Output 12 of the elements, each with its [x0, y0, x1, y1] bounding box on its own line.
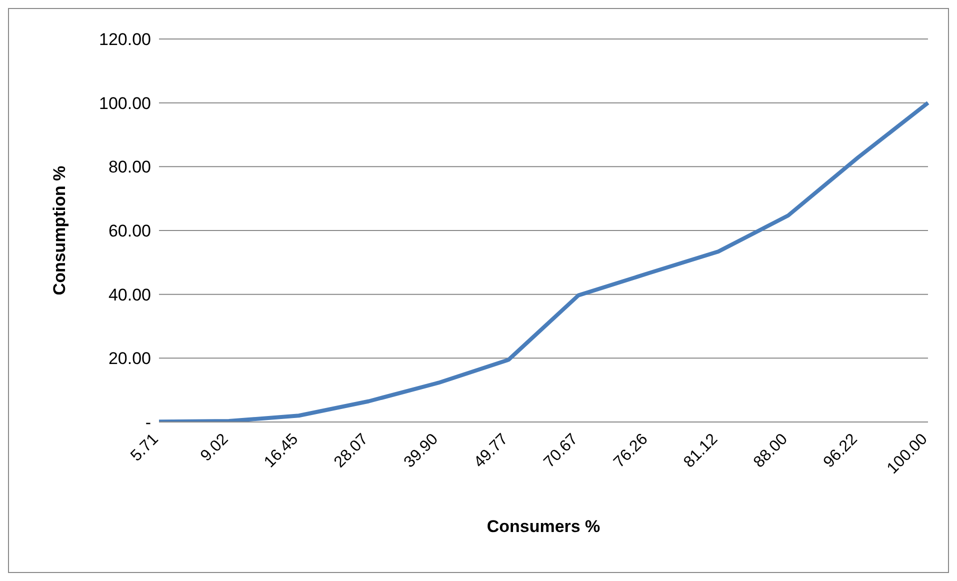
y-tick-label: 100.00	[99, 94, 151, 113]
line-series	[157, 100, 930, 422]
y-tick-label: 80.00	[108, 158, 151, 177]
y-tick-label: 20.00	[108, 349, 151, 368]
x-axis-title: Consumers %	[486, 517, 600, 536]
x-tick-label: 5.71	[128, 430, 162, 465]
y-axis-title: Consumption %	[50, 166, 70, 296]
y-tick-label: 60.00	[108, 222, 151, 241]
y-tick-label: 120.00	[99, 30, 151, 50]
x-tick-label: 9.02	[198, 430, 232, 465]
y-tick-label: 40.00	[108, 285, 151, 304]
y-tick-label: -	[145, 413, 151, 432]
